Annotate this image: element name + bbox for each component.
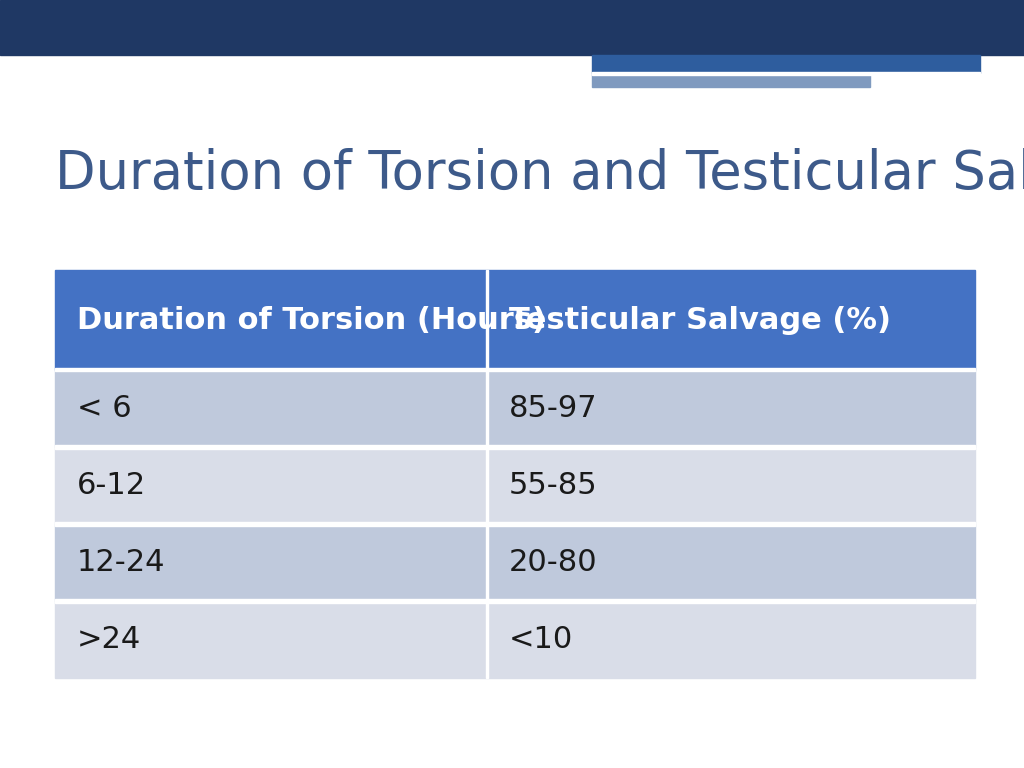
Text: 20-80: 20-80: [509, 548, 598, 577]
Text: < 6: < 6: [77, 394, 132, 423]
Text: 55-85: 55-85: [509, 471, 598, 500]
Text: >24: >24: [77, 625, 141, 654]
Text: 6-12: 6-12: [77, 471, 146, 500]
Text: Duration of Torsion (Hours): Duration of Torsion (Hours): [77, 306, 546, 335]
Text: 12-24: 12-24: [77, 548, 166, 577]
Text: Duration of Torsion and Testicular Salvage: Duration of Torsion and Testicular Salva…: [55, 148, 1024, 200]
Text: 85-97: 85-97: [509, 394, 598, 423]
Text: Testicular Salvage (%): Testicular Salvage (%): [509, 306, 891, 335]
Text: <10: <10: [509, 625, 573, 654]
